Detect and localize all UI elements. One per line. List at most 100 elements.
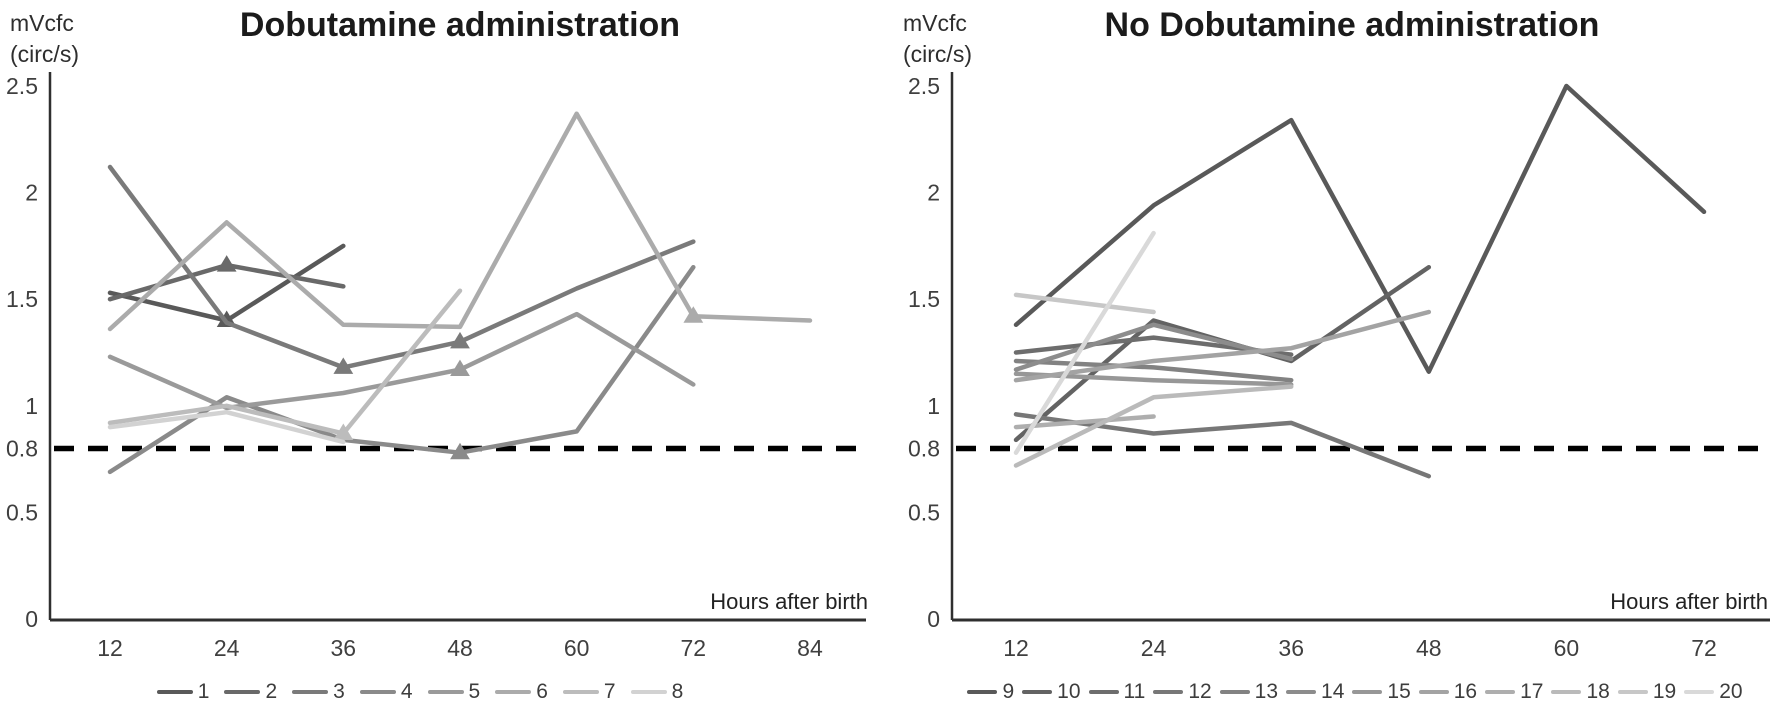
y-tick-label: 0.5	[908, 499, 940, 525]
series-line-3	[107, 164, 696, 370]
y-tick-label: 0.8	[6, 435, 38, 461]
legend-swatch-9	[967, 690, 998, 694]
x-tick-label: 36	[1278, 635, 1304, 661]
legend-swatch-8	[630, 690, 667, 694]
triangle-marker-series-2	[216, 255, 237, 272]
x-tick-label: 24	[1141, 635, 1167, 661]
right-y-unit-line2: (circ/s)	[903, 41, 972, 67]
x-tick-label: 48	[1416, 635, 1442, 661]
y-tick-label: 2	[927, 180, 940, 206]
legend-swatch-7	[562, 690, 599, 694]
legend-swatch-16	[1418, 690, 1449, 694]
y-tick-label: 0.8	[908, 435, 940, 461]
y-tick-label: 2	[25, 180, 38, 206]
y-tick-label: 1	[927, 393, 940, 419]
legend-label-3: 3	[333, 680, 345, 703]
left-legend: 1 2 3 4 5 6 7 8	[50, 680, 790, 703]
y-tick-label: 2.5	[6, 73, 38, 99]
legend-swatch-20	[1684, 690, 1715, 694]
x-tick-label: 12	[97, 635, 123, 661]
legend-label-17: 17	[1520, 680, 1544, 703]
legend-item-10: 10	[1022, 680, 1081, 703]
legend-swatch-12	[1153, 690, 1184, 694]
legend-swatch-3	[292, 690, 329, 694]
triangle-marker-series-3	[333, 357, 354, 374]
legend-item-18: 18	[1551, 680, 1610, 703]
legend-item-16: 16	[1418, 680, 1478, 703]
triangle-marker-series-3	[450, 331, 470, 349]
legend-label-18: 18	[1586, 680, 1610, 703]
series-line-16	[1013, 309, 1432, 383]
y-tick-label: 2.5	[908, 73, 940, 99]
legend-label-4: 4	[400, 680, 413, 703]
legend-swatch-11	[1088, 690, 1119, 694]
legend-label-5: 5	[468, 680, 481, 703]
legend-swatch-4	[359, 690, 396, 694]
legend-item-7: 7	[562, 680, 616, 703]
legend-swatch-5	[427, 690, 464, 694]
x-tick-label: 36	[331, 635, 357, 661]
legend-item-2: 2	[224, 680, 277, 703]
series-line-20	[1013, 230, 1156, 455]
legend-item-17: 17	[1485, 680, 1543, 703]
left-x-axis-label: Hours after birth	[710, 589, 868, 614]
x-tick-label: 84	[797, 635, 823, 661]
y-tick-label: 0	[927, 606, 940, 632]
legend-item-11: 11	[1088, 680, 1146, 703]
y-tick-label: 1	[25, 393, 38, 419]
series-line-19	[1013, 292, 1156, 315]
triangle-marker-series-7	[333, 423, 354, 441]
legend-swatch-18	[1551, 690, 1582, 694]
legend-item-8: 8	[630, 680, 684, 703]
legend-label-1: 1	[197, 680, 210, 703]
legend-label-11: 11	[1123, 680, 1146, 703]
x-tick-label: 48	[447, 635, 473, 661]
x-tick-label: 12	[1003, 635, 1029, 661]
legend-item-3: 3	[292, 680, 345, 703]
left-y-unit-line2: (circ/s)	[10, 41, 79, 67]
series-line-9	[1013, 83, 1707, 374]
series-line-6	[107, 111, 813, 332]
legend-swatch-10	[1022, 690, 1053, 694]
legend-label-19: 19	[1652, 680, 1677, 703]
legend-label-15: 15	[1387, 680, 1411, 703]
y-tick-label: 0.5	[6, 499, 38, 525]
legend-label-8: 8	[671, 680, 684, 703]
legend-swatch-2	[224, 690, 261, 694]
left-chart-title: Dobutamine administration	[239, 6, 681, 44]
legend-label-20: 20	[1719, 680, 1743, 703]
left-y-unit-line1: mVcfc	[10, 10, 74, 36]
x-tick-label: 72	[681, 635, 707, 661]
triangle-marker-series-4	[450, 442, 470, 460]
series-line-4	[107, 264, 696, 475]
legend-swatch-15	[1352, 690, 1383, 694]
legend-swatch-1	[156, 690, 193, 694]
legend-label-16: 16	[1453, 680, 1478, 703]
series-line-13	[1013, 358, 1294, 383]
y-tick-label: 0	[25, 606, 38, 632]
legend-item-14: 14	[1286, 680, 1344, 703]
legend-swatch-19	[1617, 690, 1648, 694]
y-tick-label: 1.5	[908, 286, 940, 312]
x-tick-label: 60	[1554, 635, 1580, 661]
legend-item-6: 6	[495, 680, 548, 703]
legend-label-7: 7	[603, 680, 616, 703]
legend-swatch-14	[1286, 690, 1317, 694]
legend-item-19: 19	[1617, 680, 1677, 703]
right-y-axis-unit-label: mVcfc (circ/s)	[903, 8, 972, 70]
series-line-18	[1013, 384, 1294, 468]
triangle-marker-series-5	[450, 359, 470, 377]
legend-label-12: 12	[1188, 680, 1212, 703]
left-y-axis-unit-label: mVcfc (circ/s)	[10, 8, 79, 70]
legend-item-12: 12	[1153, 680, 1212, 703]
series-line-5	[107, 311, 696, 411]
right-legend: 9 10 11 12 13 14 15 16 17 18 19 20	[945, 680, 1765, 703]
legend-label-13: 13	[1254, 680, 1279, 703]
legend-label-9: 9	[1002, 680, 1015, 703]
right-y-unit-line1: mVcfc	[903, 10, 967, 36]
legend-item-13: 13	[1219, 680, 1279, 703]
triangle-marker-series-6	[683, 306, 704, 323]
legend-item-4: 4	[359, 680, 413, 703]
